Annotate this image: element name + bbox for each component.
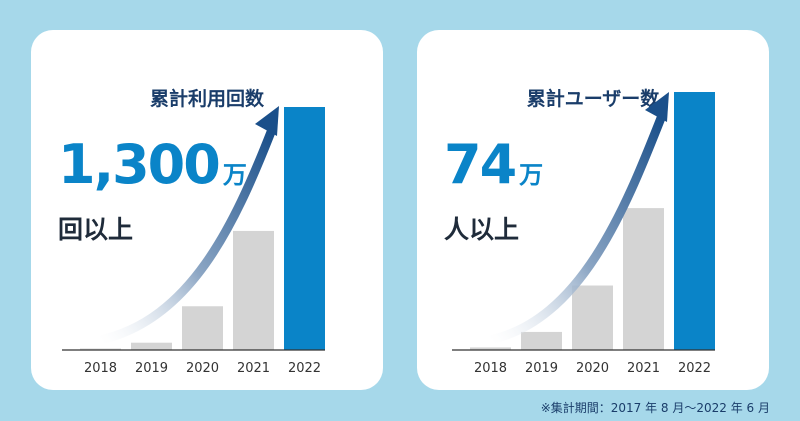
bar-2021 (623, 208, 664, 350)
card-title: 累計ユーザー数 (526, 88, 660, 110)
x-tick-label: 2021 (627, 361, 660, 376)
bar-2022 (674, 92, 715, 350)
bar-2020 (182, 306, 223, 350)
headline-number: 74 万 (444, 138, 543, 192)
bar-2020 (572, 285, 613, 350)
headline-unit: 万 (222, 161, 247, 189)
usage-bar-chart: 2018 2019 2020 2021 2022 (62, 106, 325, 376)
headline-value: 1,300 (58, 133, 221, 196)
x-tick-label: 2020 (186, 361, 219, 376)
headline-unit: 万 (519, 161, 544, 189)
x-tick-label: 2019 (525, 361, 558, 376)
bar-2019 (521, 331, 562, 350)
x-tick-label: 2021 (237, 361, 270, 376)
growth-arrow-shaft (95, 127, 276, 345)
x-tick-label: 2022 (678, 361, 711, 376)
headline-subtext: 人以上 (444, 215, 520, 244)
bar-2021 (233, 230, 274, 350)
bar-2019 (131, 342, 172, 350)
headline-value: 74 (444, 133, 517, 196)
card-title: 累計利用回数 (149, 88, 264, 110)
x-tick-label: 2022 (288, 361, 321, 376)
growth-arrow-head-icon (645, 92, 669, 122)
growth-arrow-shaft (485, 113, 666, 345)
cumulative-users-card: 累計ユーザー数 74 万 人以上 2018 2019 2020 2021 2022 (417, 30, 769, 390)
x-tick-label: 2018 (84, 361, 117, 376)
growth-arrow-head-icon (255, 106, 279, 136)
x-tick-label: 2019 (135, 361, 168, 376)
x-tick-label: 2020 (576, 361, 609, 376)
x-tick-label: 2018 (474, 361, 507, 376)
bar-2018 (470, 347, 511, 350)
users-bar-chart: 2018 2019 2020 2021 2022 (452, 92, 715, 376)
aggregation-period-note: ※集計期間：2017 年 8 月〜2022 年 6 月 (540, 401, 770, 415)
bar-2018 (80, 348, 121, 350)
cumulative-usage-card: 累計利用回数 1,300 万 回以上 2018 2019 2020 2021 2022 (31, 30, 383, 390)
bar-2022 (284, 107, 325, 350)
headline-subtext: 回以上 (58, 215, 134, 244)
headline-number: 1,300 万 (58, 138, 247, 192)
